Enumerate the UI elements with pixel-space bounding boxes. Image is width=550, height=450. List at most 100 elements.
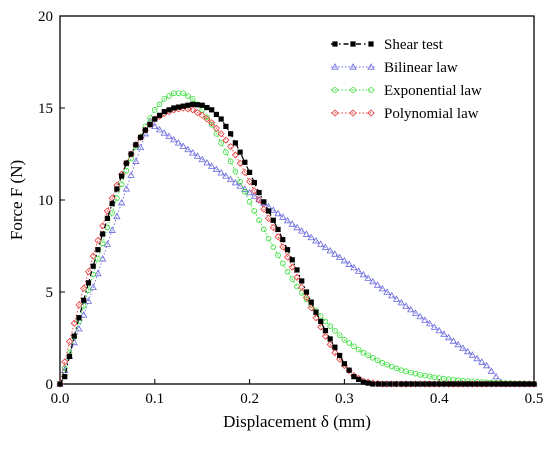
polynomial-law-point [269, 224, 277, 232]
legend-shear-test-point [332, 41, 338, 47]
shear-test-point [114, 186, 120, 192]
exponential-law-point [365, 352, 371, 359]
polynomial-law-point [250, 187, 258, 195]
exponential-law-point [351, 343, 357, 350]
bilinear-law-point [94, 269, 102, 277]
shear-test-point [489, 381, 495, 387]
shear-test-point [387, 381, 393, 387]
shear-test-point [332, 344, 338, 350]
bilinear-law-point [307, 233, 315, 241]
bilinear-law-point [122, 185, 131, 192]
shear-test-point [133, 142, 139, 148]
shear-test-point [228, 131, 234, 137]
legend-shear-test-point [350, 41, 356, 47]
shear-test-point [409, 381, 415, 387]
shear-test-point [294, 267, 300, 273]
shear-test-point [468, 381, 474, 387]
bilinear-law-point [117, 198, 126, 206]
exponential-law-point [204, 114, 210, 120]
exponential-law-point [346, 340, 352, 346]
bilinear-law-point [345, 260, 353, 267]
exponential-law-point [246, 199, 253, 205]
bilinear-law-point [283, 216, 292, 224]
bilinear-law-point [482, 361, 491, 369]
shear-test-point [100, 231, 106, 237]
bilinear-law-point [155, 125, 164, 133]
polynomial-law-point [236, 159, 244, 167]
polynomial-law-point [241, 168, 249, 176]
shear-test-point [142, 127, 148, 133]
bilinear-law-point [478, 358, 486, 365]
bilinear-law-point [449, 337, 458, 344]
shear-test-point [85, 280, 92, 286]
bilinear-law-point [222, 172, 230, 179]
exponential-law-point [251, 208, 258, 214]
shear-test-point [351, 374, 357, 380]
bilinear-law-point [245, 188, 254, 196]
x-tick-label: 0.4 [430, 391, 449, 407]
polynomial-law-point [255, 196, 263, 204]
bilinear-law-point [255, 195, 263, 203]
shear-test-point [156, 112, 163, 118]
shear-test-point [261, 199, 267, 205]
shear-test-point [213, 111, 220, 118]
exponential-law-point [270, 244, 277, 250]
shear-test-point [175, 104, 182, 110]
bilinear-law-point [236, 182, 244, 189]
y-tick-label: 20 [38, 9, 53, 25]
bilinear-law-point [293, 223, 301, 231]
polynomial-law-point [274, 233, 282, 241]
polynomial-law-point [80, 284, 88, 292]
shear-test-point [462, 381, 469, 387]
y-axis-label: Force F (N) [7, 160, 26, 240]
exponential-law-point [223, 149, 229, 155]
shear-test-point [128, 151, 134, 157]
bilinear-law-point [298, 227, 306, 234]
exponential-law-point [341, 337, 348, 343]
bilinear-law-point [151, 122, 159, 129]
series-exponential-law [57, 90, 537, 387]
exponential-law-point [85, 287, 92, 293]
bilinear-law-point [207, 162, 216, 169]
bilinear-law-point [435, 326, 443, 334]
legend-entry-exponential-law: Exponential law [331, 83, 482, 99]
shear-test-point [365, 380, 371, 386]
shear-test-point [232, 140, 238, 146]
shear-test-point [161, 109, 167, 115]
shear-test-point [289, 257, 295, 263]
polynomial-law-point [103, 207, 111, 215]
exponential-law-point [232, 168, 239, 175]
bilinear-law-point [231, 178, 240, 186]
bilinear-law-point [359, 270, 368, 278]
polynomial-law-point [288, 263, 296, 271]
bilinear-law-point [84, 297, 93, 304]
shear-test-point [431, 381, 437, 387]
shear-test-point [185, 102, 191, 108]
exponential-law-point [95, 256, 101, 262]
shear-test-point [346, 367, 352, 373]
y-tick-label: 0 [46, 377, 54, 393]
shear-test-point [318, 318, 324, 325]
shear-test-point [337, 352, 343, 359]
bilinear-law-point [193, 152, 202, 159]
bilinear-law-point [373, 281, 382, 288]
bilinear-law-point [170, 135, 178, 143]
shear-test-point [494, 381, 500, 387]
bilinear-law-point [179, 142, 187, 149]
shear-test-point [447, 381, 453, 387]
bilinear-law-point [402, 302, 410, 309]
shear-test-point [199, 102, 205, 108]
exponential-law-point [166, 93, 172, 99]
exponential-law-point [114, 195, 120, 201]
x-tick-label: 0.1 [145, 391, 164, 407]
shear-test-point [166, 107, 172, 113]
exponential-law-point [218, 140, 224, 146]
exponential-law-point [384, 361, 390, 368]
exponential-law-point [279, 260, 286, 267]
bilinear-law-point [174, 139, 183, 146]
bilinear-law-point [416, 312, 424, 320]
shear-test-point [95, 247, 101, 253]
bilinear-law-point [226, 175, 235, 182]
shear-test-point [284, 247, 291, 253]
legend-entry-shear-test: Shear test [331, 37, 444, 53]
